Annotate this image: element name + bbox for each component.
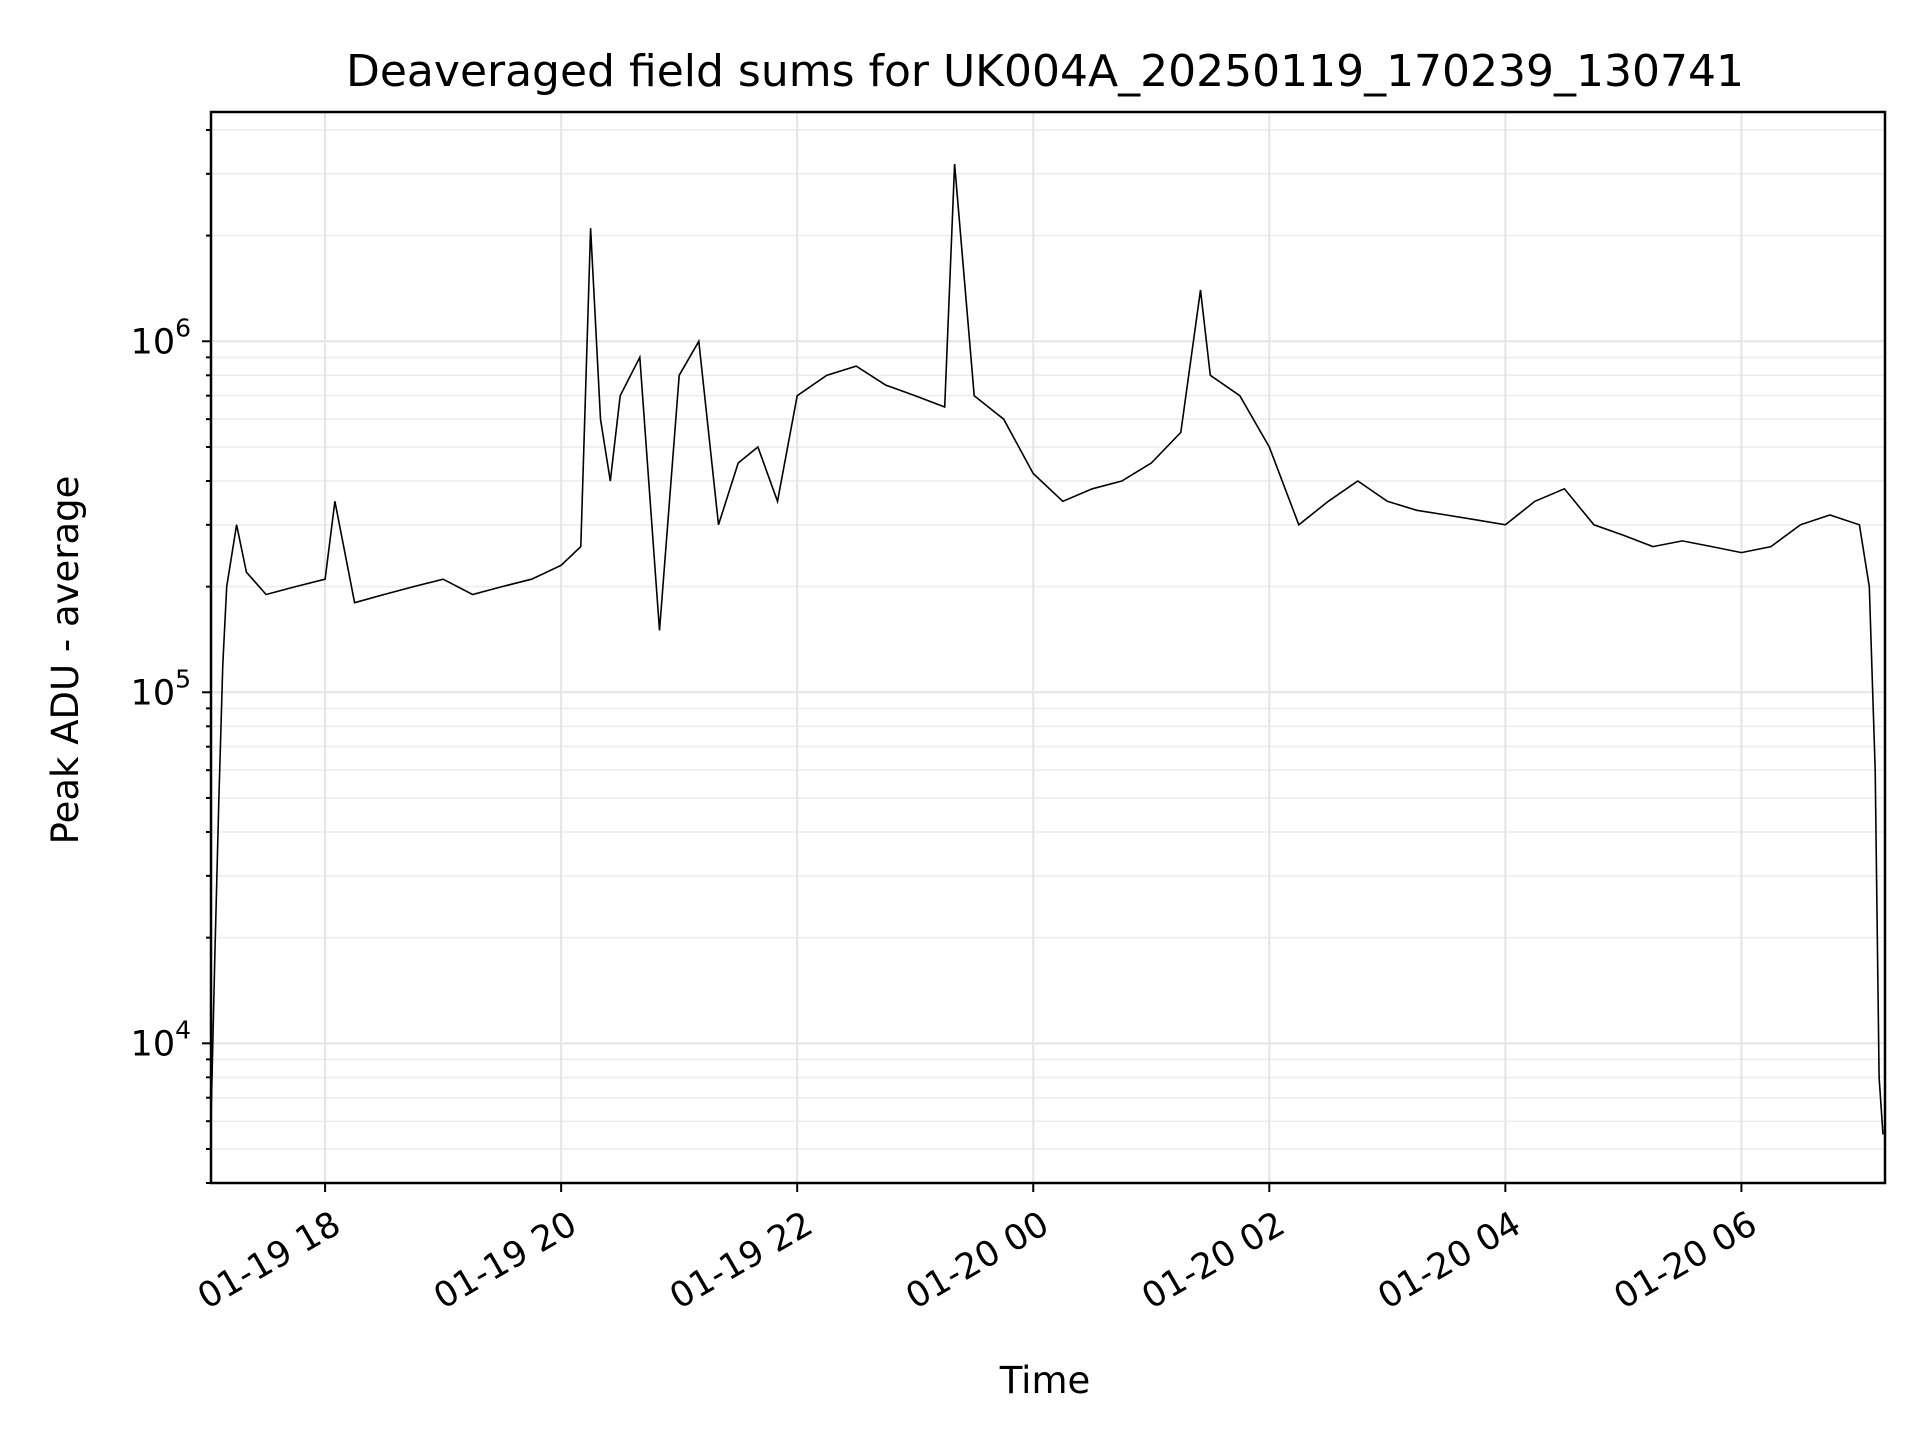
axes-frame [209, 110, 1887, 1185]
plot-area [210, 163, 1884, 1135]
x-tick-label: 01-20 04 [1372, 1204, 1528, 1317]
y-tick-label: 106 [131, 313, 191, 362]
chart-title: Deaveraged field sums for UK004A_2025011… [346, 46, 1744, 97]
x-axis-label: Time [999, 1359, 1091, 1402]
x-tick-label: 01-19 22 [663, 1204, 819, 1317]
y-tick-label: 105 [131, 664, 191, 713]
x-tick-label: 01-20 06 [1608, 1204, 1764, 1317]
x-tick-label: 01-20 00 [899, 1204, 1055, 1317]
data-series-line [210, 163, 1884, 1135]
y-tick-label: 104 [131, 1015, 191, 1064]
axis-ticks: 104 105 106 01-19 18 01-19 20 01-19 22 01-20 0… [131, 128, 1764, 1317]
y-axis-label: Peak ADU - average [44, 476, 87, 845]
x-tick-label: 01-20 02 [1136, 1204, 1292, 1317]
x-tick-label: 01-19 20 [427, 1204, 583, 1317]
x-tick-label: 01-19 18 [191, 1204, 347, 1317]
grid-lines [211, 112, 1885, 1184]
